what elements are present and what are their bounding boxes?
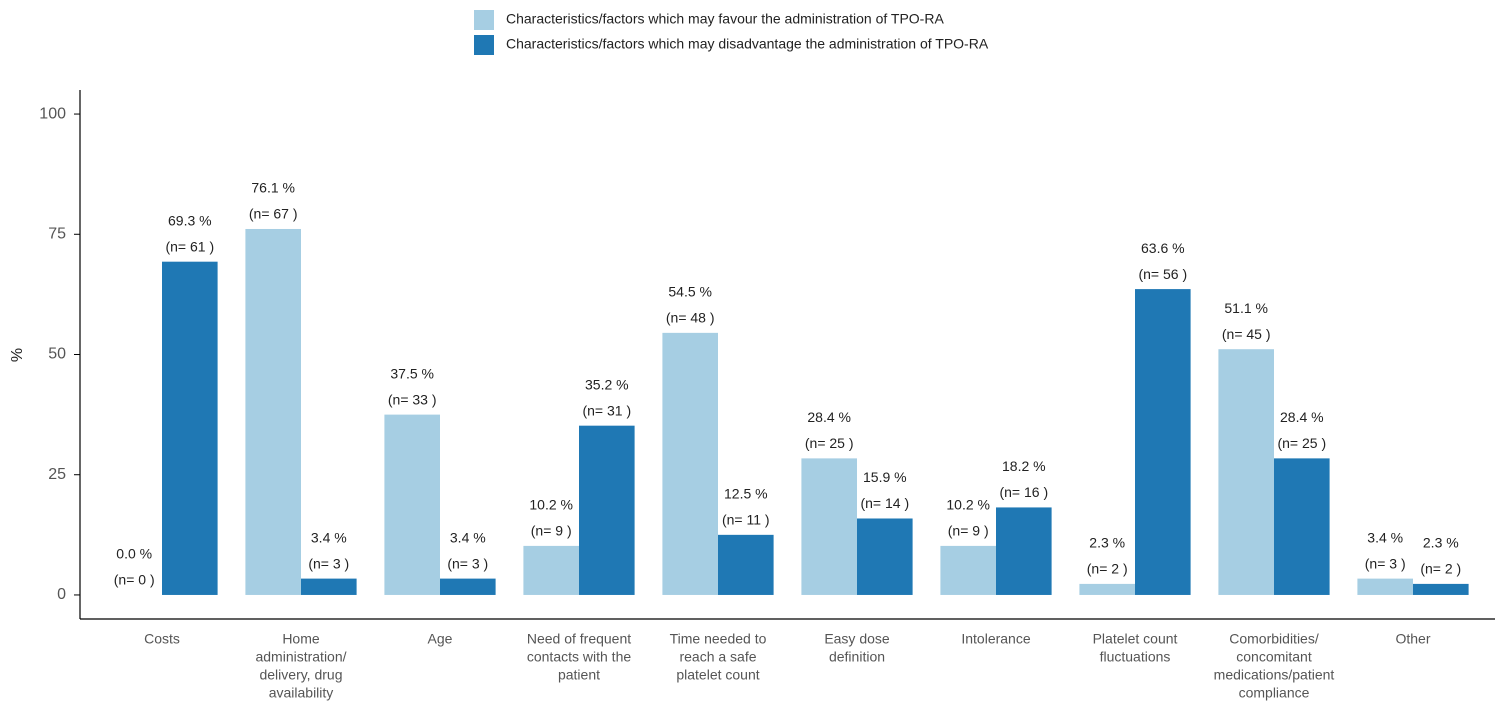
value-label: 3.4 % <box>311 529 347 545</box>
n-label: (n= 56 ) <box>1138 266 1187 282</box>
bar <box>662 332 718 595</box>
x-tick-label: administration/ <box>255 649 346 665</box>
value-label: 3.4 % <box>1367 529 1403 545</box>
x-tick-label: Easy dose <box>824 631 890 647</box>
x-tick-label: Age <box>428 631 453 647</box>
bar <box>579 425 635 595</box>
value-label: 3.4 % <box>450 529 486 545</box>
value-label: 12.5 % <box>724 486 768 502</box>
x-tick-label: Costs <box>144 631 180 647</box>
x-tick-label: compliance <box>1239 685 1310 701</box>
value-label: 15.9 % <box>863 469 907 485</box>
n-label: (n= 3 ) <box>1365 555 1406 571</box>
value-label: 2.3 % <box>1089 535 1125 551</box>
x-tick-label: Comorbidities/ <box>1229 631 1319 647</box>
value-label: 10.2 % <box>529 497 573 513</box>
value-label: 76.1 % <box>251 180 295 196</box>
n-label: (n= 3 ) <box>308 555 349 571</box>
value-label: 63.6 % <box>1141 240 1185 256</box>
bar <box>384 414 440 595</box>
legend-swatch <box>474 10 494 30</box>
bar <box>1079 583 1135 595</box>
n-label: (n= 0 ) <box>114 572 155 588</box>
bar <box>440 578 496 595</box>
value-label: 37.5 % <box>390 365 434 381</box>
n-label: (n= 33 ) <box>388 391 437 407</box>
x-tick-label: Time needed to <box>670 631 767 647</box>
x-tick-label: fluctuations <box>1100 649 1171 665</box>
n-label: (n= 31 ) <box>582 402 631 418</box>
bar <box>1135 289 1191 595</box>
bar <box>245 228 301 595</box>
legend-label: Characteristics/factors which may disadv… <box>506 36 989 52</box>
bar <box>801 458 857 595</box>
bar <box>940 545 996 595</box>
bar <box>1413 583 1469 595</box>
n-label: (n= 61 ) <box>165 238 214 254</box>
n-label: (n= 16 ) <box>999 484 1048 500</box>
value-label: 54.5 % <box>668 284 712 300</box>
bar <box>1274 458 1330 595</box>
y-tick-label: 0 <box>57 586 66 603</box>
x-tick-label: Need of frequent <box>527 631 631 647</box>
x-tick-label: contacts with the <box>527 649 631 665</box>
n-label: (n= 25 ) <box>805 435 854 451</box>
n-label: (n= 25 ) <box>1277 435 1326 451</box>
bar <box>1218 349 1274 595</box>
x-tick-label: availability <box>269 685 334 701</box>
value-label: 28.4 % <box>807 409 851 425</box>
bar <box>996 507 1052 595</box>
y-axis-label: % <box>9 348 26 362</box>
y-tick-label: 75 <box>48 225 66 242</box>
n-label: (n= 67 ) <box>249 206 298 222</box>
n-label: (n= 9 ) <box>948 523 989 539</box>
x-tick-label: Other <box>1395 631 1430 647</box>
y-tick-label: 25 <box>48 466 66 483</box>
bar <box>718 534 774 595</box>
n-label: (n= 9 ) <box>531 523 572 539</box>
x-tick-label: Home <box>282 631 320 647</box>
bar <box>301 578 357 595</box>
value-label: 10.2 % <box>946 497 990 513</box>
x-tick-label: platelet count <box>676 667 759 683</box>
value-label: 28.4 % <box>1280 409 1324 425</box>
value-label: 51.1 % <box>1224 300 1268 316</box>
x-tick-label: medications/patient <box>1214 667 1335 683</box>
x-tick-label: definition <box>829 649 885 665</box>
bar <box>1357 578 1413 595</box>
y-tick-label: 100 <box>39 105 66 122</box>
n-label: (n= 11 ) <box>722 512 770 528</box>
y-tick-label: 50 <box>48 346 66 363</box>
x-tick-label: Platelet count <box>1093 631 1178 647</box>
value-label: 69.3 % <box>168 212 212 228</box>
x-tick-label: Intolerance <box>961 631 1030 647</box>
x-tick-label: reach a safe <box>679 649 756 665</box>
n-label: (n= 2 ) <box>1420 561 1461 577</box>
n-label: (n= 2 ) <box>1087 561 1128 577</box>
value-label: 18.2 % <box>1002 458 1046 474</box>
legend-swatch <box>474 35 494 55</box>
x-tick-label: concomitant <box>1236 649 1312 665</box>
value-label: 0.0 % <box>116 546 152 562</box>
legend-label: Characteristics/factors which may favour… <box>506 11 944 27</box>
bar <box>857 518 913 595</box>
bar <box>162 261 218 595</box>
n-label: (n= 45 ) <box>1222 326 1271 342</box>
n-label: (n= 48 ) <box>666 310 715 326</box>
x-tick-label: patient <box>558 667 600 683</box>
n-label: (n= 14 ) <box>860 495 909 511</box>
value-label: 35.2 % <box>585 376 629 392</box>
value-label: 2.3 % <box>1423 535 1459 551</box>
bar <box>523 545 579 595</box>
x-tick-label: delivery, drug <box>259 667 342 683</box>
n-label: (n= 3 ) <box>447 555 488 571</box>
